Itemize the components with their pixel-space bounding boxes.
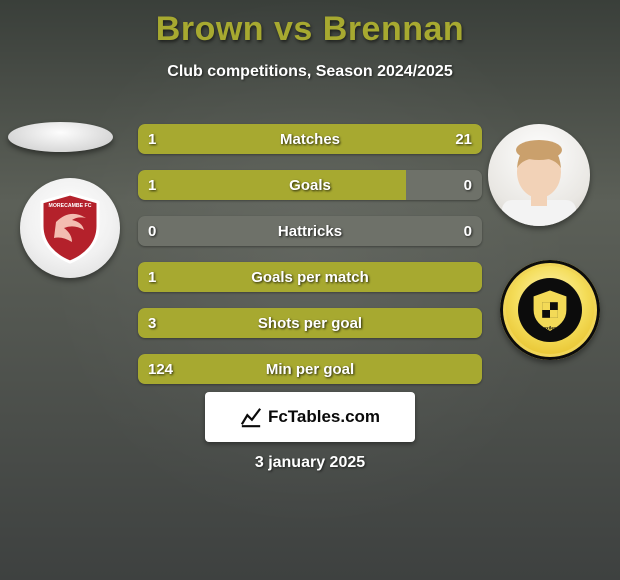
stat-row: 3Shots per goal	[138, 308, 482, 338]
stat-row: 00Hattricks	[138, 216, 482, 246]
date-label: 3 january 2025	[0, 454, 620, 472]
page-title: Brown vs Brennan	[0, 0, 620, 49]
crest-icon: exiles	[525, 285, 575, 335]
stat-row: 1Goals per match	[138, 262, 482, 292]
stat-label: Min per goal	[138, 354, 482, 384]
svg-text:exiles: exiles	[544, 326, 557, 331]
shield-icon: MORECAMBE FC	[38, 192, 102, 264]
card-root: Brown vs Brennan Club competitions, Seas…	[0, 0, 620, 580]
club-badge-right: exiles	[500, 260, 600, 360]
subtitle: Club competitions, Season 2024/2025	[0, 63, 620, 81]
stat-label: Hattricks	[138, 216, 482, 246]
chart-line-icon	[240, 406, 262, 428]
stat-label: Shots per goal	[138, 308, 482, 338]
stat-row: 10Goals	[138, 170, 482, 200]
svg-text:MORECAMBE FC: MORECAMBE FC	[49, 203, 92, 209]
club-badge-right-inner: exiles	[518, 278, 582, 342]
stat-row: 121Matches	[138, 124, 482, 154]
stat-label: Goals per match	[138, 262, 482, 292]
stat-label: Goals	[138, 170, 482, 200]
player-right-avatar	[488, 124, 590, 226]
avatar-icon	[494, 130, 584, 226]
brand-label: FcTables.com	[268, 407, 380, 427]
stat-row: 124Min per goal	[138, 354, 482, 384]
comparison-chart: 121Matches 10Goals 00Hattricks 1Goals per m…	[138, 124, 482, 400]
club-badge-left: MORECAMBE FC	[20, 178, 120, 278]
brand-bar[interactable]: FcTables.com	[205, 392, 415, 442]
stat-label: Matches	[138, 124, 482, 154]
player-left-avatar-placeholder	[8, 122, 113, 152]
